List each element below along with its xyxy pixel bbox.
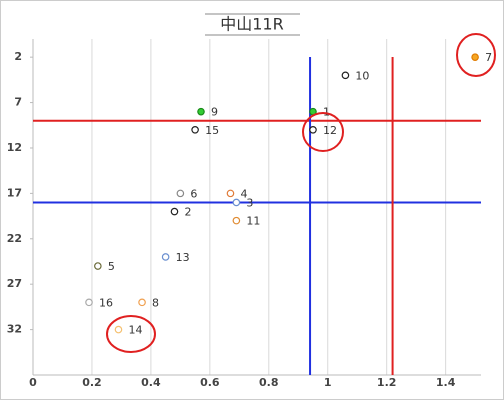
y-tick-label: 2 (14, 50, 22, 63)
highlight-circle (456, 33, 496, 77)
highlight-circle (106, 315, 156, 353)
point-label: 7 (485, 51, 492, 64)
y-tick-label: 22 (7, 232, 22, 245)
point (114, 325, 123, 334)
point-label: 14 (128, 324, 142, 337)
point (94, 262, 102, 270)
point (232, 216, 241, 225)
point-label: 1 (323, 106, 330, 119)
point (232, 198, 241, 207)
y-tick-label: 32 (7, 323, 22, 336)
point-label: 4 (240, 187, 247, 200)
y-tick-label: 7 (14, 96, 22, 109)
x-tick-label: 0.2 (82, 376, 102, 389)
x-tick-label: 1 (324, 376, 332, 389)
x-tick-label: 0.6 (200, 376, 220, 389)
point-label: 15 (205, 124, 219, 137)
x-tick-label: 1.2 (377, 376, 397, 389)
point-label: 13 (176, 251, 190, 264)
point (226, 189, 235, 198)
x-tick-label: 0 (29, 376, 37, 389)
point-label: 10 (355, 69, 369, 82)
point (471, 53, 479, 61)
point-label: 8 (152, 296, 159, 309)
point (191, 126, 199, 134)
point-label: 12 (323, 124, 337, 137)
point-label: 16 (99, 296, 113, 309)
y-tick-label: 12 (7, 141, 22, 154)
chart-title: 中山11R (220, 15, 283, 34)
point-label: 9 (211, 106, 218, 119)
y-tick-label: 27 (7, 277, 22, 290)
point-label: 5 (108, 260, 115, 273)
point (197, 107, 205, 116)
point (176, 189, 185, 198)
x-tick-label: 0.4 (141, 376, 161, 389)
x-tick-label: 0.8 (259, 376, 279, 389)
point (341, 71, 350, 80)
point-label: 6 (190, 187, 197, 200)
point-label: 2 (184, 206, 191, 219)
point (309, 126, 317, 134)
y-tick-label: 17 (7, 186, 22, 199)
point (170, 207, 179, 216)
point-label: 3 (246, 196, 253, 209)
highlight-circle (302, 112, 344, 152)
x-tick-label: 1.4 (436, 376, 456, 389)
point (161, 253, 170, 261)
point-label: 11 (246, 215, 260, 228)
point (138, 298, 146, 307)
point (85, 298, 93, 307)
